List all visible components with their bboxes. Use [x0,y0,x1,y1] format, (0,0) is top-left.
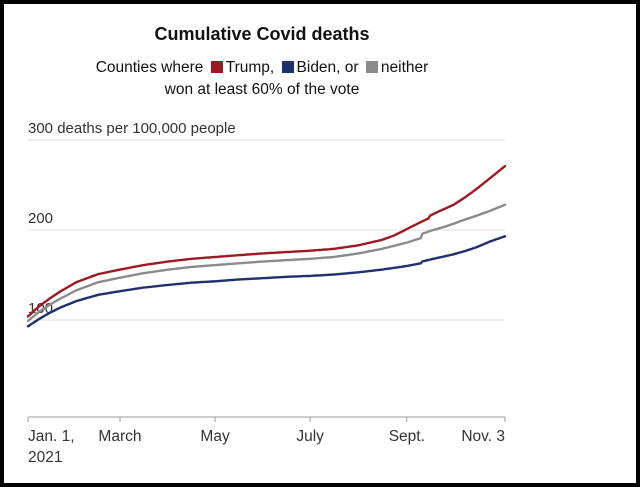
biden-legend-swatch-icon [281,61,294,73]
legend: Counties where Trump, Biden, or neither … [4,57,520,101]
legend-conjunction: or [344,59,359,76]
legend-line-2: won at least 60% of the vote [164,81,360,98]
legend-prefix: Counties where [95,59,204,76]
trump-legend-swatch-icon [210,61,223,73]
page-title: Cumulative Covid deaths [154,24,370,44]
neither-legend-swatch-icon [365,61,378,73]
legend-item-neither: neither [380,59,429,76]
legend-line-1: Counties where Trump, Biden, or neither [4,57,520,79]
chart-header: Cumulative Covid deaths Counties where T… [4,24,520,101]
legend-item-biden: Biden, [296,59,341,76]
legend-item-trump: Trump, [225,59,275,76]
